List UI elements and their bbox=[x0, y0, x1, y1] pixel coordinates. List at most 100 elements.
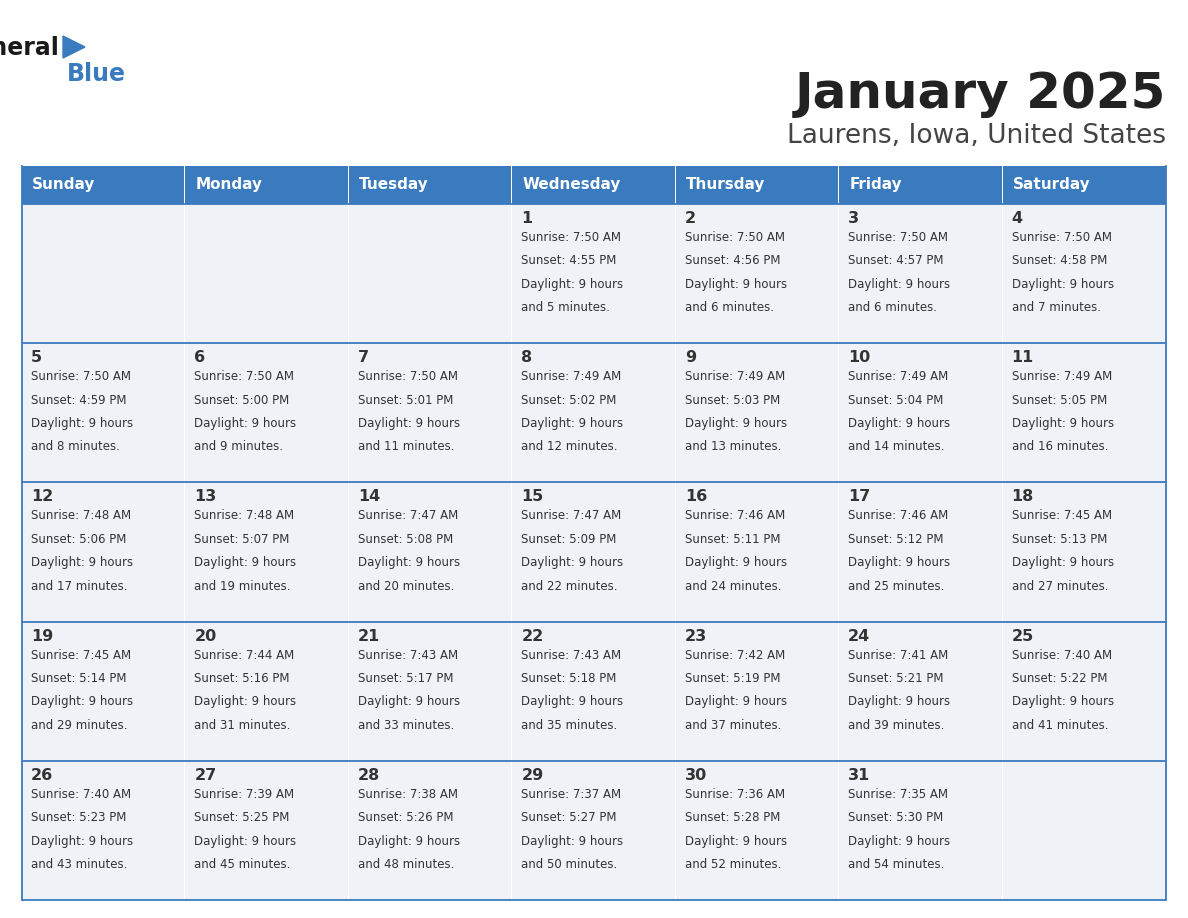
Bar bbox=[185, 621, 348, 761]
Text: Sunset: 5:14 PM: Sunset: 5:14 PM bbox=[31, 672, 126, 685]
Bar bbox=[1003, 482, 1165, 621]
Bar bbox=[23, 482, 184, 621]
Text: 29: 29 bbox=[522, 767, 544, 783]
Text: Sunset: 5:16 PM: Sunset: 5:16 PM bbox=[195, 672, 290, 685]
Text: Daylight: 9 hours: Daylight: 9 hours bbox=[1011, 417, 1113, 430]
Text: Daylight: 9 hours: Daylight: 9 hours bbox=[522, 695, 624, 709]
Text: and 39 minutes.: and 39 minutes. bbox=[848, 719, 944, 732]
Text: 12: 12 bbox=[31, 489, 53, 504]
Text: 27: 27 bbox=[195, 767, 216, 783]
Bar bbox=[512, 166, 676, 204]
Text: 11: 11 bbox=[1011, 350, 1034, 365]
Bar bbox=[349, 166, 512, 204]
Bar bbox=[676, 204, 839, 343]
Text: Sunset: 4:55 PM: Sunset: 4:55 PM bbox=[522, 254, 617, 267]
Text: Blue: Blue bbox=[67, 62, 126, 86]
Bar bbox=[349, 482, 511, 621]
Text: Daylight: 9 hours: Daylight: 9 hours bbox=[848, 834, 950, 847]
Text: and 13 minutes.: and 13 minutes. bbox=[684, 441, 781, 453]
Bar bbox=[512, 204, 675, 343]
Text: and 25 minutes.: and 25 minutes. bbox=[848, 579, 944, 592]
Text: Sunrise: 7:50 AM: Sunrise: 7:50 AM bbox=[848, 231, 948, 244]
Bar bbox=[839, 761, 1001, 900]
Text: 30: 30 bbox=[684, 767, 707, 783]
Bar bbox=[1003, 204, 1165, 343]
Text: 16: 16 bbox=[684, 489, 707, 504]
Bar bbox=[185, 166, 349, 204]
Text: Sunset: 5:00 PM: Sunset: 5:00 PM bbox=[195, 394, 290, 407]
Bar bbox=[349, 204, 511, 343]
Text: Laurens, Iowa, United States: Laurens, Iowa, United States bbox=[786, 123, 1165, 149]
Bar bbox=[185, 482, 348, 621]
Bar bbox=[185, 343, 348, 482]
Text: Sunrise: 7:35 AM: Sunrise: 7:35 AM bbox=[848, 788, 948, 800]
Text: 31: 31 bbox=[848, 767, 871, 783]
Bar bbox=[839, 204, 1001, 343]
Text: Sunset: 5:03 PM: Sunset: 5:03 PM bbox=[684, 394, 781, 407]
Text: Sunday: Sunday bbox=[32, 177, 95, 193]
Bar bbox=[839, 482, 1001, 621]
Bar bbox=[676, 621, 839, 761]
Text: and 33 minutes.: and 33 minutes. bbox=[358, 719, 454, 732]
Text: Daylight: 9 hours: Daylight: 9 hours bbox=[358, 695, 460, 709]
Text: Sunset: 5:05 PM: Sunset: 5:05 PM bbox=[1011, 394, 1107, 407]
Bar bbox=[23, 166, 185, 204]
Bar bbox=[1003, 621, 1165, 761]
Text: and 27 minutes.: and 27 minutes. bbox=[1011, 579, 1108, 592]
Bar bbox=[512, 482, 675, 621]
Text: Sunrise: 7:38 AM: Sunrise: 7:38 AM bbox=[358, 788, 457, 800]
Text: Daylight: 9 hours: Daylight: 9 hours bbox=[31, 556, 133, 569]
Text: 2: 2 bbox=[684, 211, 696, 226]
Text: and 54 minutes.: and 54 minutes. bbox=[848, 858, 944, 871]
Bar bbox=[349, 761, 511, 900]
Text: Sunrise: 7:37 AM: Sunrise: 7:37 AM bbox=[522, 788, 621, 800]
Text: Sunrise: 7:47 AM: Sunrise: 7:47 AM bbox=[522, 509, 621, 522]
Text: Daylight: 9 hours: Daylight: 9 hours bbox=[31, 695, 133, 709]
Bar bbox=[676, 482, 839, 621]
Text: 22: 22 bbox=[522, 629, 544, 644]
Text: and 35 minutes.: and 35 minutes. bbox=[522, 719, 618, 732]
Text: Daylight: 9 hours: Daylight: 9 hours bbox=[1011, 695, 1113, 709]
Bar bbox=[185, 204, 348, 343]
Text: Sunset: 5:25 PM: Sunset: 5:25 PM bbox=[195, 812, 290, 824]
Text: Daylight: 9 hours: Daylight: 9 hours bbox=[358, 556, 460, 569]
Text: and 31 minutes.: and 31 minutes. bbox=[195, 719, 291, 732]
Text: Sunrise: 7:47 AM: Sunrise: 7:47 AM bbox=[358, 509, 459, 522]
Text: Sunset: 5:17 PM: Sunset: 5:17 PM bbox=[358, 672, 454, 685]
Text: Sunset: 5:19 PM: Sunset: 5:19 PM bbox=[684, 672, 781, 685]
Text: Daylight: 9 hours: Daylight: 9 hours bbox=[684, 834, 786, 847]
Text: Sunset: 5:23 PM: Sunset: 5:23 PM bbox=[31, 812, 126, 824]
Text: 6: 6 bbox=[195, 350, 206, 365]
Text: and 6 minutes.: and 6 minutes. bbox=[848, 301, 937, 314]
Bar bbox=[1003, 343, 1165, 482]
Bar bbox=[1003, 166, 1165, 204]
Text: Sunset: 5:30 PM: Sunset: 5:30 PM bbox=[848, 812, 943, 824]
Text: and 45 minutes.: and 45 minutes. bbox=[195, 858, 291, 871]
Text: Sunrise: 7:44 AM: Sunrise: 7:44 AM bbox=[195, 649, 295, 662]
Text: Sunrise: 7:46 AM: Sunrise: 7:46 AM bbox=[848, 509, 948, 522]
Text: Sunset: 5:28 PM: Sunset: 5:28 PM bbox=[684, 812, 781, 824]
Text: and 24 minutes.: and 24 minutes. bbox=[684, 579, 782, 592]
Text: and 52 minutes.: and 52 minutes. bbox=[684, 858, 781, 871]
Text: Sunset: 4:56 PM: Sunset: 4:56 PM bbox=[684, 254, 781, 267]
Text: 24: 24 bbox=[848, 629, 871, 644]
Text: and 14 minutes.: and 14 minutes. bbox=[848, 441, 944, 453]
Text: 3: 3 bbox=[848, 211, 859, 226]
Text: 10: 10 bbox=[848, 350, 871, 365]
Text: Sunset: 5:26 PM: Sunset: 5:26 PM bbox=[358, 812, 454, 824]
Text: Sunset: 5:11 PM: Sunset: 5:11 PM bbox=[684, 532, 781, 546]
Text: and 17 minutes.: and 17 minutes. bbox=[31, 579, 127, 592]
Bar bbox=[676, 343, 839, 482]
Text: Daylight: 9 hours: Daylight: 9 hours bbox=[522, 834, 624, 847]
Text: Daylight: 9 hours: Daylight: 9 hours bbox=[684, 417, 786, 430]
Text: Daylight: 9 hours: Daylight: 9 hours bbox=[195, 556, 297, 569]
Text: 1: 1 bbox=[522, 211, 532, 226]
Text: Sunset: 5:22 PM: Sunset: 5:22 PM bbox=[1011, 672, 1107, 685]
Text: Sunrise: 7:43 AM: Sunrise: 7:43 AM bbox=[358, 649, 459, 662]
Bar bbox=[349, 343, 511, 482]
Text: Daylight: 9 hours: Daylight: 9 hours bbox=[358, 834, 460, 847]
Bar bbox=[839, 166, 1003, 204]
Text: Daylight: 9 hours: Daylight: 9 hours bbox=[848, 278, 950, 291]
Text: Sunset: 5:08 PM: Sunset: 5:08 PM bbox=[358, 532, 453, 546]
Polygon shape bbox=[63, 36, 86, 58]
